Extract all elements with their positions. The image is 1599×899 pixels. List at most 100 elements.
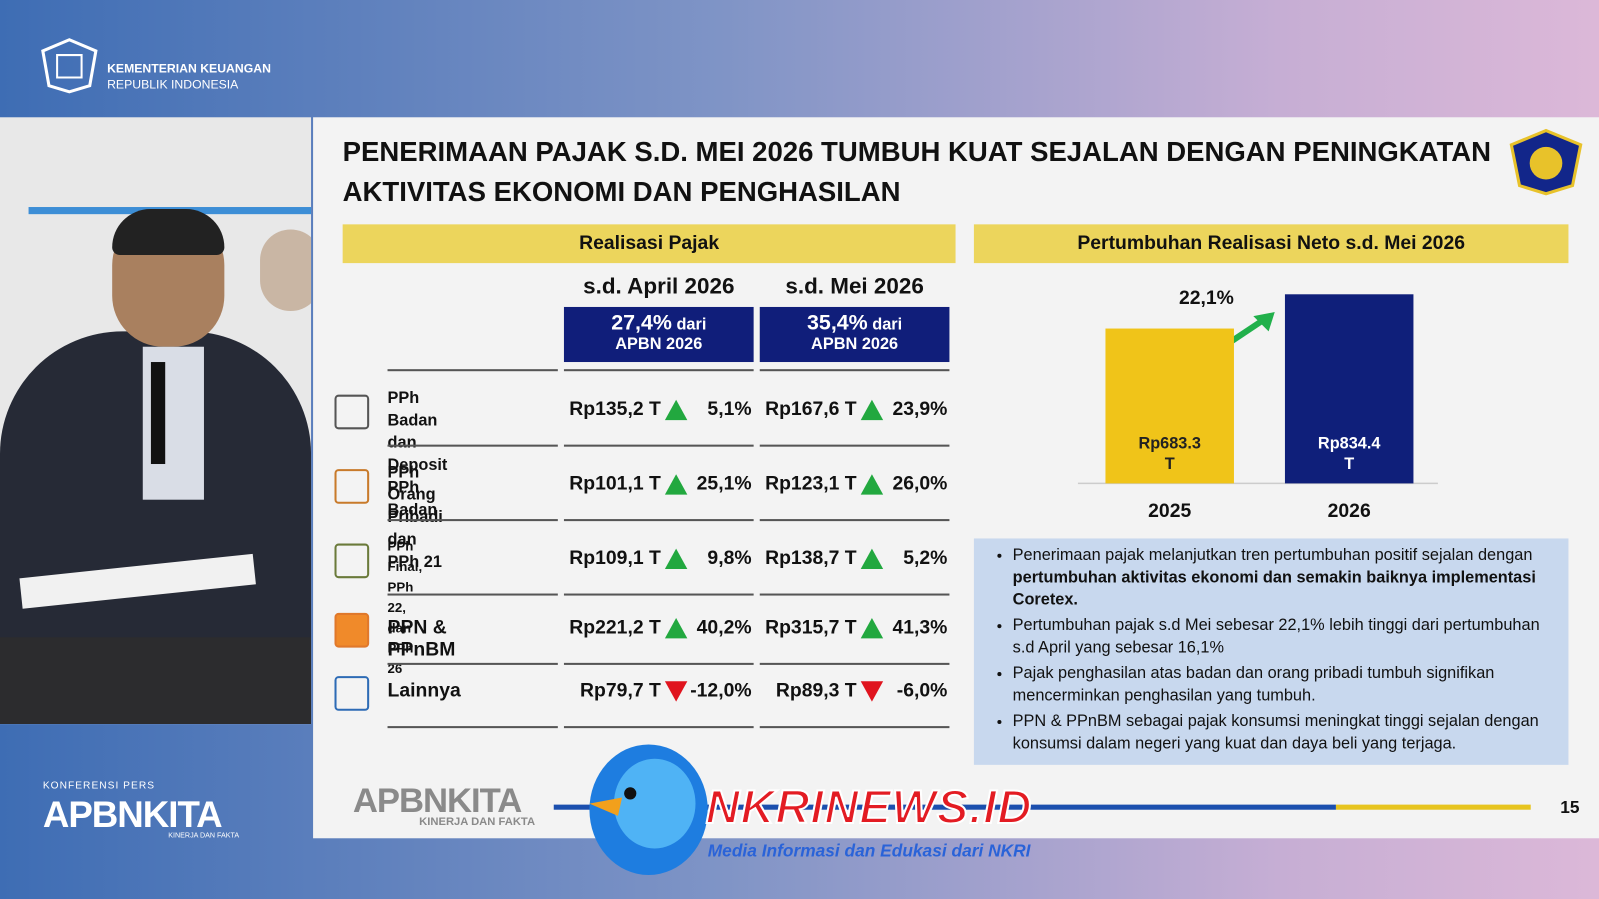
cell-growth: 26,0%	[892, 473, 948, 495]
row-label-line: PPh Final,	[387, 538, 423, 575]
share-box: 27,4% dari APBN 2026	[563, 306, 754, 363]
row-line	[387, 593, 558, 596]
trend-down	[664, 681, 688, 702]
row-line	[387, 726, 558, 729]
cell-value: Rp221,2 T	[569, 616, 661, 639]
note-text: PPN & PPnBM sebagai pajak konsumsi menin…	[1012, 712, 1539, 753]
cell-value: Rp89,3 T	[775, 680, 857, 702]
notes-box: Penerimaan pajak melanjutkan tren pertum…	[973, 538, 1569, 765]
cell-growth: 25,1%	[696, 473, 752, 495]
logo	[41, 38, 98, 94]
trend-up	[860, 399, 884, 421]
cell-growth: -12,0%	[690, 680, 752, 702]
column-header: s.d. April 2026	[583, 273, 735, 299]
cell-value: Rp135,2 T	[569, 398, 661, 421]
row-label: PPN & PPnBM	[388, 617, 456, 662]
watermark-name: NKRINEWS.ID	[705, 779, 1033, 834]
cell-value: Rp315,7 T	[765, 616, 857, 639]
note: Pajak penghasilan atas badan dan orang p…	[1013, 663, 1552, 708]
row-line	[387, 444, 558, 447]
row-icon	[334, 394, 370, 430]
cell-value: Rp109,1 T	[569, 547, 661, 570]
share-base: APBN 2026	[615, 335, 703, 353]
row-label-line: PPh 22, dan PPh 26	[387, 579, 414, 677]
trend-up	[664, 474, 688, 495]
share-value: 27,4%	[611, 311, 672, 335]
note-text: Pertumbuhan pajak s.d Mei sebesar 22,1% …	[1012, 616, 1540, 657]
row-label-line: Lainnya	[387, 680, 461, 702]
row-line	[387, 519, 558, 522]
watermark-tagline: Media Informasi dan Edukasi dari NKRI	[707, 841, 1031, 861]
trend-up	[860, 474, 884, 495]
cell-value: Rp123,1 T	[765, 473, 857, 495]
trend-up	[860, 548, 884, 570]
row-line	[759, 519, 950, 522]
cell-value: Rp101,1 T	[569, 473, 661, 495]
cell-value: Rp79,7 T	[580, 680, 661, 702]
row-label: PPh Orang Pribadi dan PPh 21	[388, 462, 443, 574]
cell-growth: 41,3%	[892, 616, 948, 639]
note: PPN & PPnBM sebagai pajak konsumsi menin…	[1013, 711, 1552, 756]
emblem	[1509, 128, 1583, 196]
footer-brand: APBNKITA	[352, 781, 522, 820]
notes-list: Penerimaan pajak melanjutkan tren pertum…	[974, 538, 1569, 755]
cell-growth: 5,2%	[903, 547, 948, 570]
cell-growth: 40,2%	[696, 616, 752, 639]
org-name: KEMENTERIAN KEUANGAN	[107, 61, 271, 76]
row-label-line: PPh Badan dan	[387, 389, 438, 452]
row-line	[387, 369, 558, 372]
trend-up	[664, 399, 688, 421]
row-icon	[334, 469, 370, 504]
row-line	[387, 662, 558, 665]
video-feed	[0, 117, 312, 725]
bar	[1284, 294, 1414, 484]
cell-growth: 23,9%	[892, 398, 948, 421]
row-label-line: PPh Orang Pribadi	[387, 464, 443, 527]
watermark-logo	[589, 744, 708, 875]
row-label-line: PPN & PPnBM	[387, 616, 456, 661]
event-tagline: KINERJA DAN FAKTA	[168, 832, 240, 840]
trend-up	[860, 617, 884, 639]
trend-up	[664, 617, 688, 639]
event-brand: APBNKITA	[42, 793, 223, 836]
growth-arrowhead	[1253, 312, 1275, 332]
row-line	[563, 593, 754, 596]
note: Pertumbuhan pajak s.d Mei sebesar 22,1% …	[1013, 615, 1552, 660]
footer-rule	[553, 804, 1336, 810]
row-label-line: dan PPh 21	[387, 531, 442, 572]
row-line	[759, 593, 950, 596]
row-icon	[334, 612, 370, 648]
share-suffix: dari	[676, 316, 707, 334]
row-line	[563, 726, 754, 729]
note: Penerimaan pajak melanjutkan tren pertum…	[1013, 545, 1552, 612]
row-line	[759, 726, 950, 729]
row-icon	[334, 676, 370, 711]
footer-rule	[1335, 804, 1531, 810]
row-label: PPh Badan dan Deposit PPh Badan	[388, 388, 448, 523]
row-label-line: Deposit PPh Badan	[387, 456, 448, 520]
table-title: Realisasi Pajak	[342, 224, 956, 264]
note-text: Pajak penghasilan atas badan dan orang p…	[1012, 664, 1495, 705]
slide-title: PENERIMAAN PAJAK S.D. MEI 2026 TUMBUH KU…	[343, 133, 1491, 213]
growth-annotation: 22,1%	[1179, 287, 1234, 309]
value-label: Rp683.3 T	[1138, 435, 1201, 473]
row-line	[563, 369, 754, 372]
page-number: 15	[1560, 797, 1580, 817]
share-value: 35,4%	[806, 311, 868, 335]
row-icon	[334, 543, 370, 579]
share-box: 35,4% dari APBN 2026	[759, 306, 950, 363]
event-label: KONFERENSI PERS	[42, 780, 156, 792]
row-line	[759, 662, 950, 665]
bar-chart: 22,1% Rp683.3 T 2025 Rp834.4 T 2026	[1077, 287, 1438, 522]
trend-up	[664, 548, 688, 570]
row-line	[759, 369, 950, 372]
x-tick-label: 2026	[1328, 500, 1371, 522]
row-line	[563, 662, 754, 665]
cell-growth: 5,1%	[707, 398, 752, 421]
cell-value: Rp138,7 T	[765, 547, 857, 570]
share-base: APBN 2026	[811, 335, 899, 353]
footer-tagline: KINERJA DAN FAKTA	[419, 815, 536, 829]
trend-down	[860, 681, 884, 702]
